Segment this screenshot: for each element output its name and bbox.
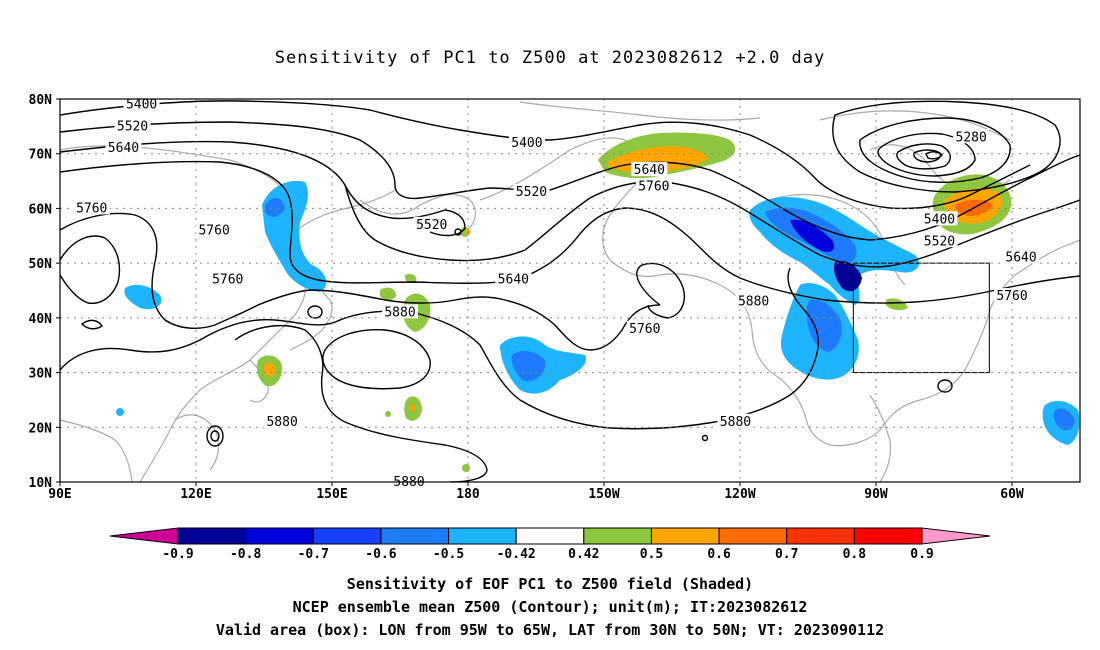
colorbar-label: -0.9 bbox=[162, 547, 193, 562]
lat-tick-label: 10N bbox=[29, 476, 53, 491]
contour-label: 5520 bbox=[516, 185, 547, 200]
contour-label: 5880 bbox=[720, 415, 751, 430]
colorbar-label: -0.8 bbox=[230, 547, 261, 562]
contour-label-bg bbox=[391, 474, 428, 488]
contour-label-bg bbox=[508, 134, 545, 149]
contour-label: 5400 bbox=[924, 212, 955, 227]
lon-tick-label: 120E bbox=[180, 487, 211, 502]
colorbar-label: 0.5 bbox=[640, 547, 663, 562]
contour-label-bg bbox=[513, 184, 550, 199]
contour-label: 5760 bbox=[198, 223, 229, 238]
contour-label: 5880 bbox=[738, 294, 769, 309]
contour-label-bg bbox=[626, 320, 663, 335]
lat-tick-label: 20N bbox=[29, 421, 53, 436]
colorbar-segment bbox=[515, 527, 585, 545]
contour-label: 5280 bbox=[956, 130, 987, 145]
contour-label: 5760 bbox=[629, 322, 660, 337]
lat-tick-label: 60N bbox=[29, 202, 53, 217]
contour-label: 5640 bbox=[1005, 251, 1036, 266]
contour-label: 5760 bbox=[996, 289, 1027, 304]
contour-label-bg bbox=[264, 413, 301, 428]
contour-label: 5880 bbox=[384, 305, 415, 320]
contour-label-bg bbox=[635, 178, 672, 193]
contour-label-bg bbox=[921, 211, 958, 226]
colorbar bbox=[109, 527, 991, 545]
lat-tick-label: 40N bbox=[29, 312, 53, 327]
z500-contours bbox=[60, 100, 1080, 482]
colorbar-segment bbox=[448, 527, 517, 545]
latitude-axis: 80N 70N 60N 50N 40N 30N 20N 10N bbox=[29, 93, 60, 491]
contour-label: 5640 bbox=[498, 273, 529, 288]
colorbar-segment bbox=[650, 527, 720, 545]
contour-label-bg bbox=[495, 271, 532, 286]
contour-label: 5760 bbox=[212, 273, 243, 288]
colorbar-high-extend bbox=[921, 527, 991, 545]
lon-tick-label: 90W bbox=[864, 487, 888, 502]
contour-label-bg bbox=[196, 222, 233, 237]
contour-label-bg bbox=[994, 287, 1030, 302]
colorbar-label: -0.6 bbox=[365, 547, 396, 562]
colorbar-low-extend bbox=[109, 527, 179, 545]
colorbar-segment bbox=[583, 527, 652, 545]
contour-label-bg bbox=[631, 162, 668, 177]
contour-label: 5880 bbox=[266, 415, 297, 430]
colorbar-segment bbox=[245, 527, 314, 545]
contour-label-bg bbox=[717, 413, 754, 428]
colorbar-segment bbox=[786, 527, 855, 545]
contour-label-bg bbox=[1003, 249, 1040, 264]
contour-label-bg bbox=[921, 233, 958, 248]
colorbar-segment bbox=[177, 527, 247, 545]
lat-tick-label: 50N bbox=[29, 257, 53, 272]
contour-label: 5520 bbox=[117, 119, 148, 134]
contour-label-bg bbox=[209, 271, 246, 286]
caption-contour: NCEP ensemble mean Z500 (Contour); unit(… bbox=[292, 598, 808, 616]
lon-tick-label: 60W bbox=[1000, 487, 1024, 502]
colorbar-label: -0.7 bbox=[298, 547, 329, 562]
contour-label: 5400 bbox=[126, 97, 157, 112]
colorbar-label: 0.7 bbox=[775, 547, 798, 562]
map-gridlines bbox=[60, 99, 1080, 482]
contour-label-bg bbox=[114, 118, 151, 133]
contour-label-bg bbox=[123, 96, 160, 111]
contour-label-bg bbox=[413, 216, 450, 231]
lon-tick-label: 120W bbox=[724, 487, 755, 502]
colorbar-segment bbox=[380, 527, 450, 545]
contour-label: 5760 bbox=[638, 180, 669, 195]
lat-tick-label: 30N bbox=[29, 367, 53, 382]
caption-shading: Sensitivity of EOF PC1 to Z500 field (Sh… bbox=[346, 575, 754, 593]
contour-label-bg bbox=[73, 200, 110, 215]
colorbar-segment bbox=[312, 527, 382, 545]
lon-tick-label: 150E bbox=[316, 487, 347, 502]
contour-label: 5400 bbox=[511, 136, 542, 151]
contour-label: 5760 bbox=[76, 201, 107, 216]
colorbar-segment bbox=[718, 527, 788, 545]
lat-tick-label: 80N bbox=[29, 93, 53, 108]
colorbar-label: -0.5 bbox=[433, 547, 464, 562]
contour-label-bg bbox=[105, 140, 142, 155]
map-title: Sensitivity of PC1 to Z500 at 2023082612… bbox=[274, 48, 826, 68]
contour-label: 5520 bbox=[924, 234, 955, 249]
lon-tick-label: 150W bbox=[588, 487, 619, 502]
colorbar-label: 0.42 bbox=[568, 547, 599, 562]
contour-label-bg bbox=[953, 129, 990, 144]
colorbar-label: 0.8 bbox=[843, 547, 867, 562]
contour-label: 5640 bbox=[108, 141, 139, 156]
colorbar-segment bbox=[853, 527, 923, 545]
contour-labels: 5400 5520 5640 5760 5760 5760 5880 5880 5880 5400… bbox=[73, 96, 1040, 490]
contour-label-bg bbox=[735, 293, 772, 308]
colorbar-label: -0.42 bbox=[497, 547, 536, 562]
contour-label: 5640 bbox=[634, 163, 665, 178]
colorbar-labels: -0.9 -0.8 -0.7 -0.6 -0.5 -0.42 0.42 0.5 0.6 0.7 0.… bbox=[162, 547, 933, 562]
lon-tick-label: 90E bbox=[48, 487, 71, 502]
contour-label-bg bbox=[382, 304, 418, 319]
contour-label: 5520 bbox=[416, 218, 447, 233]
lon-tick-label: 180 bbox=[456, 487, 480, 502]
longitude-axis: 90E 120E 150E 180 150W 120W 90W 60W bbox=[48, 482, 1024, 502]
colorbar-label: 0.9 bbox=[910, 547, 933, 562]
map-frame bbox=[59, 98, 1081, 483]
colorbar-label: 0.6 bbox=[707, 547, 731, 562]
lat-tick-label: 70N bbox=[29, 148, 53, 163]
caption-valid-area: Valid area (box): LON from 95W to 65W, L… bbox=[215, 621, 885, 639]
